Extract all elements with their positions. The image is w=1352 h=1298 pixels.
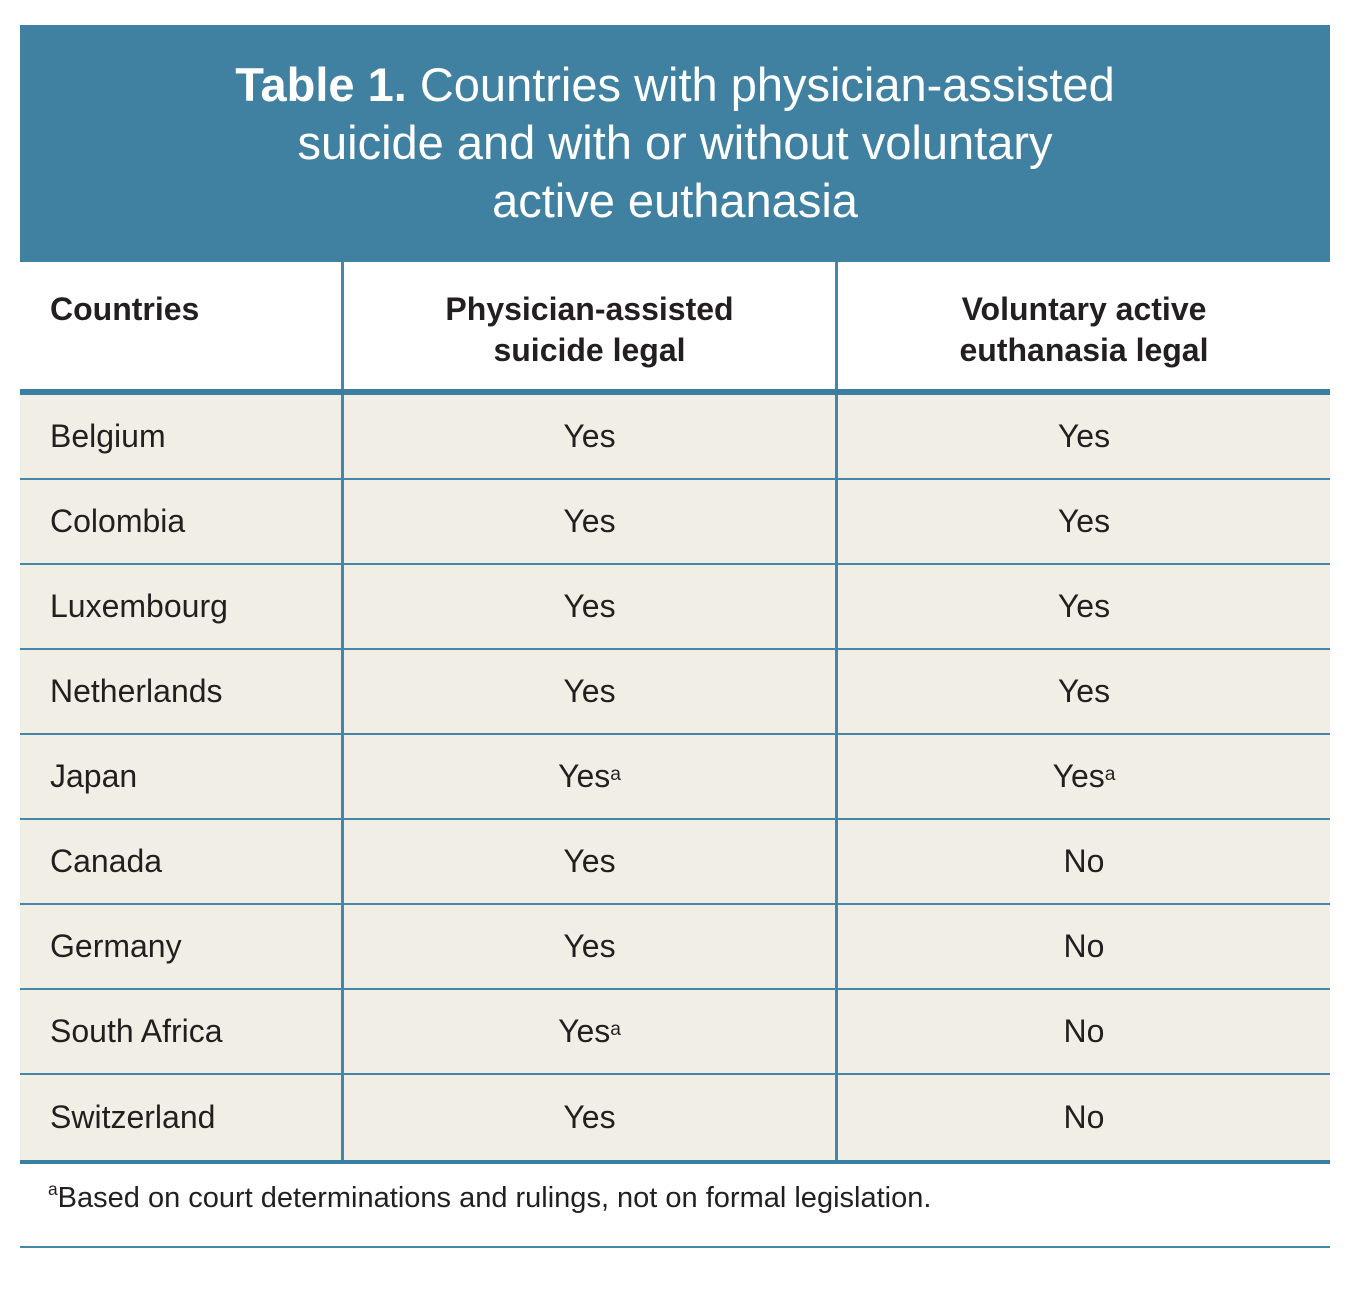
table-title: Table 1. Countries with physician-assist… — [20, 25, 1330, 262]
pas-value-cell: Yes — [341, 820, 835, 903]
table-title-line2: suicide and with or without voluntary — [297, 116, 1053, 169]
pas-value-cell: Yes — [341, 395, 835, 478]
vae-value-cell: Yes — [835, 395, 1330, 478]
table-bottom-rule — [20, 1160, 1330, 1164]
table-row-switzerland: Switzerland Yes No — [20, 1075, 1330, 1160]
figure-bottom-rule — [20, 1246, 1330, 1248]
footnote-text: Based on court determinations and ruling… — [57, 1182, 932, 1214]
vae-value-cell: No — [835, 905, 1330, 988]
vae-value-cell: Yes a — [835, 735, 1330, 818]
table-row-luxembourg: Luxembourg Yes Yes — [20, 565, 1330, 650]
country-cell: Belgium — [50, 418, 166, 454]
table-title-line1: Table 1. Countries with physician-assist… — [235, 58, 1115, 111]
pas-value-cell: Yes — [341, 650, 835, 733]
table-row-japan: Japan Yes a Yes a — [20, 735, 1330, 820]
pas-value-cell: Yes a — [341, 990, 835, 1073]
table-figure: Table 1. Countries with physician-assist… — [20, 25, 1330, 1248]
table-footnote: aBased on court determinations and rulin… — [20, 1164, 1330, 1215]
vae-value-cell: Yes — [835, 565, 1330, 648]
vae-value-cell: No — [835, 1075, 1330, 1160]
pas-value-cell: Yes — [341, 480, 835, 563]
footnote-marker: a — [48, 1179, 58, 1200]
table-row-belgium: Belgium Yes Yes — [20, 395, 1330, 480]
pas-value-cell: Yes a — [341, 735, 835, 818]
column-header-pas: Physician-assisted suicide legal — [341, 262, 835, 389]
pas-value-cell: Yes — [341, 565, 835, 648]
table-row-south-africa: South Africa Yes a No — [20, 990, 1330, 1075]
table-row-germany: Germany Yes No — [20, 905, 1330, 990]
column-header-countries: Countries — [50, 291, 200, 327]
vae-value-cell: Yes — [835, 480, 1330, 563]
country-cell: Netherlands — [50, 673, 223, 709]
header-divider-rule — [20, 389, 1330, 395]
column-header-vae: Voluntary active euthanasia legal — [835, 262, 1330, 389]
pas-value-cell: Yes — [341, 1075, 835, 1160]
pas-value-cell: Yes — [341, 905, 835, 988]
country-cell: Luxembourg — [50, 588, 228, 624]
country-cell: Colombia — [50, 503, 186, 539]
table-row-canada: Canada Yes No — [20, 820, 1330, 905]
table-number-label: Table 1. — [235, 58, 407, 111]
country-cell: Switzerland — [50, 1099, 216, 1135]
country-cell: Canada — [50, 843, 163, 879]
table-body: Belgium Yes Yes Colombia Yes Yes Luxembo… — [20, 395, 1330, 1160]
table-row-netherlands: Netherlands Yes Yes — [20, 650, 1330, 735]
table-header-row: Countries Physician-assisted suicide leg… — [20, 262, 1330, 389]
vae-value-cell: No — [835, 990, 1330, 1073]
country-cell: Japan — [50, 758, 138, 794]
country-cell: South Africa — [50, 1013, 223, 1049]
table-row-colombia: Colombia Yes Yes — [20, 480, 1330, 565]
country-cell: Germany — [50, 928, 182, 964]
vae-value-cell: No — [835, 820, 1330, 903]
table-title-line3: active euthanasia — [492, 174, 858, 227]
vae-value-cell: Yes — [835, 650, 1330, 733]
